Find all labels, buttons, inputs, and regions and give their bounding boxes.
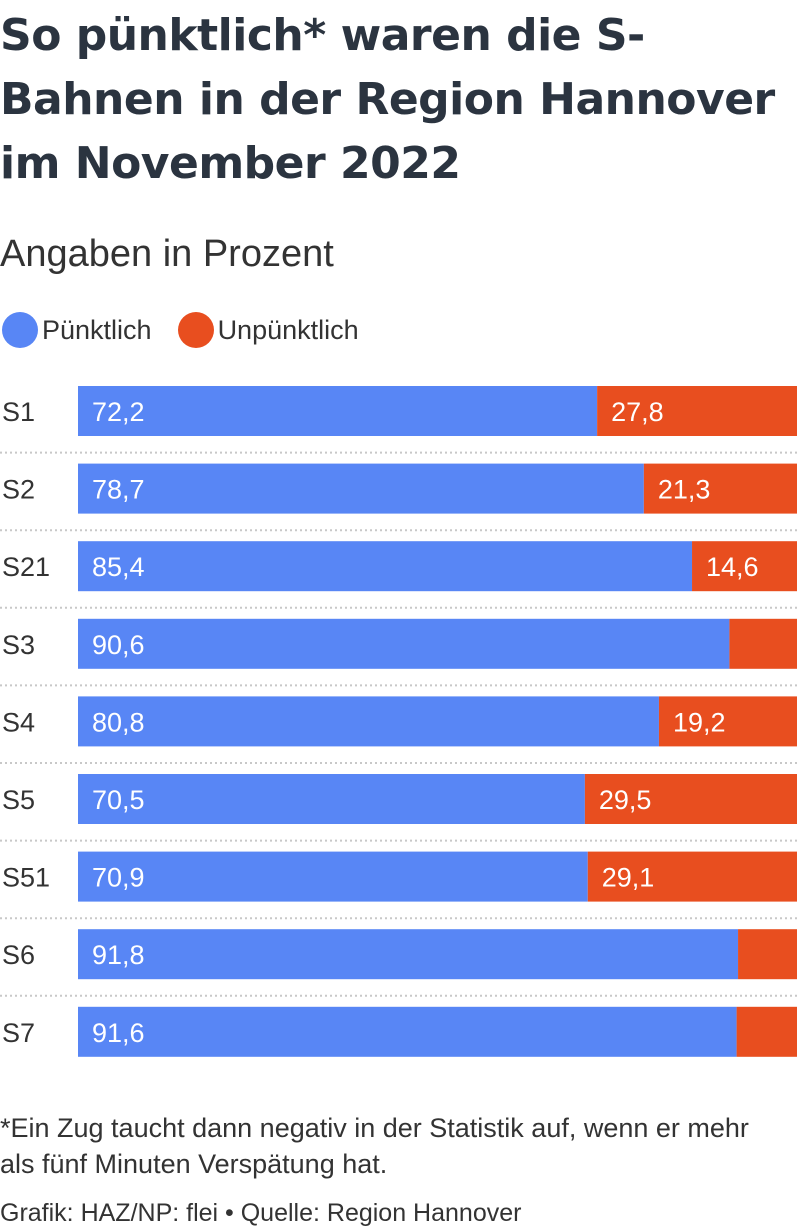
- value-label-punctual-s2: 78,7: [92, 475, 145, 505]
- category-label-s2: S2: [2, 475, 35, 505]
- value-label-unpunctual-s2: 21,3: [658, 475, 711, 505]
- value-label-punctual-s51: 70,9: [92, 863, 145, 893]
- bar-punctual-s3: [78, 618, 730, 669]
- value-label-punctual-s21: 85,4: [92, 552, 145, 582]
- value-label-punctual-s6: 91,8: [92, 940, 145, 970]
- legend-swatch-unpunctual: [177, 312, 214, 348]
- category-label-s1: S1: [2, 397, 35, 427]
- bar-punctual-s2: [78, 463, 644, 514]
- category-label-s51: S51: [2, 863, 50, 893]
- bar-punctual-s6: [78, 929, 739, 980]
- legend-label-unpunctual: Unpünktlich: [217, 314, 359, 345]
- value-label-punctual-s7: 91,6: [92, 1018, 145, 1048]
- chart-title: So pünktlich* waren die S-Bahnen in der …: [0, 10, 775, 189]
- value-label-unpunctual-s1: 27,8: [611, 397, 664, 427]
- value-label-unpunctual-s51: 29,1: [602, 863, 655, 893]
- value-label-punctual-s4: 80,8: [92, 707, 145, 737]
- footnote: *Ein Zug taucht dann negativ in der Stat…: [0, 1113, 749, 1179]
- value-label-unpunctual-s5: 29,5: [599, 785, 652, 815]
- source-credit: Grafik: HAZ/NP: flei • Quelle: Region Ha…: [0, 1199, 522, 1227]
- stacked-bar-chart: S1 72,2 27,8 S2 78,7 21,3 S21 85,4 14,6 S3 90,6 S4 8…: [0, 386, 800, 1057]
- value-label-punctual-s5: 70,5: [92, 785, 145, 815]
- value-label-unpunctual-s21: 14,6: [706, 552, 759, 582]
- bar-unpunctual-s7: [736, 1006, 797, 1057]
- bar-punctual-s51: [78, 851, 588, 902]
- bar-unpunctual-s4: [658, 696, 797, 747]
- bar-unpunctual-s21: [692, 541, 797, 592]
- category-label-s6: S6: [2, 940, 35, 970]
- bar-unpunctual-s2: [643, 463, 797, 514]
- legend-label-punctual: Pünktlich: [42, 314, 152, 345]
- bar-unpunctual-s5: [584, 774, 797, 824]
- bar-punctual-s4: [78, 696, 659, 747]
- category-label-s5: S5: [2, 785, 35, 815]
- category-label-s21: S21: [2, 552, 50, 582]
- value-label-unpunctual-s4: 19,2: [673, 707, 726, 737]
- bar-unpunctual-s3: [729, 618, 797, 669]
- bar-punctual-s21: [78, 541, 693, 592]
- value-label-punctual-s3: 90,6: [92, 630, 145, 660]
- bar-unpunctual-s1: [597, 386, 797, 436]
- bar-punctual-s5: [78, 774, 585, 824]
- legend-swatch-punctual: [2, 312, 38, 348]
- value-label-punctual-s1: 72,2: [92, 397, 145, 427]
- bar-unpunctual-s6: [738, 929, 797, 980]
- bar-punctual-s7: [78, 1006, 737, 1057]
- bar-punctual-s1: [78, 386, 598, 436]
- legend-item-punctual: Pünktlich: [2, 312, 152, 348]
- bar-unpunctual-s51: [587, 851, 797, 902]
- category-label-s4: S4: [2, 707, 35, 737]
- category-label-s3: S3: [2, 630, 35, 660]
- category-label-s7: S7: [2, 1018, 35, 1048]
- legend: Pünktlich Unpünktlich: [2, 312, 385, 348]
- legend-item-unpunctual: Unpünktlich: [177, 312, 359, 348]
- chart-subtitle: Angaben in Prozent: [0, 233, 334, 275]
